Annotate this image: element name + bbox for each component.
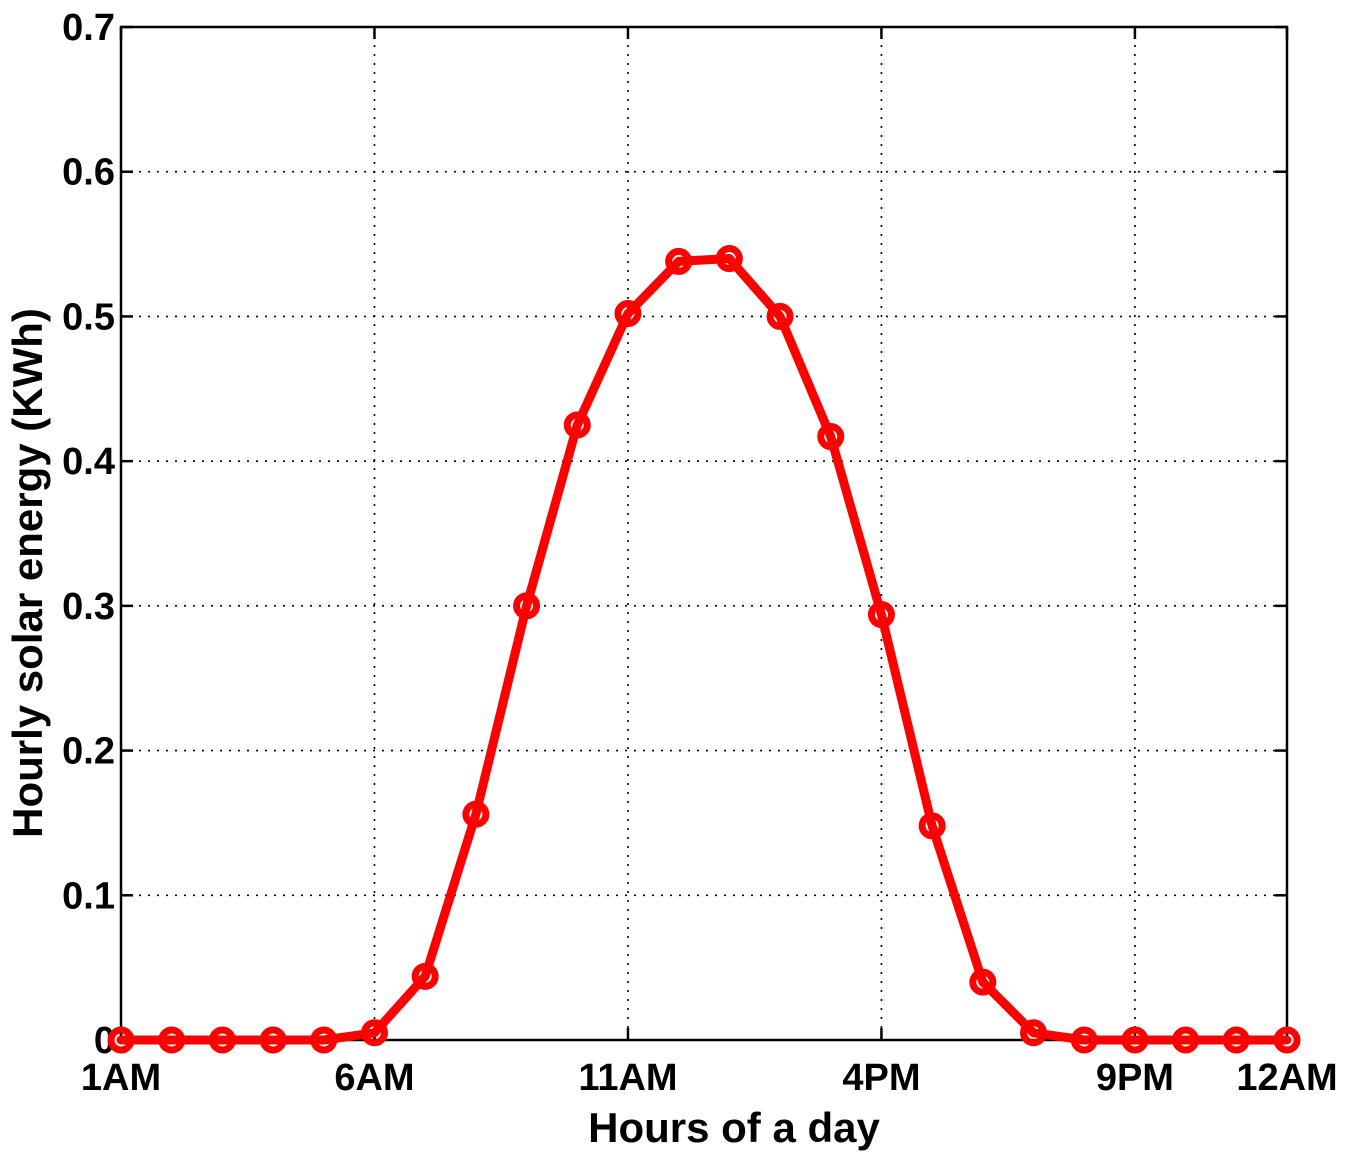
- x-tick-label: 1AM: [81, 1057, 161, 1099]
- x-axis-tick-labels: 1AM 6AM 11AM 4PM 9PM 12AM: [81, 1057, 1338, 1099]
- data-point: [614, 300, 642, 328]
- series-line: [116, 254, 1292, 1045]
- x-tick-label: 9PM: [1096, 1057, 1174, 1099]
- plot-frame: [119, 25, 1289, 1042]
- y-tick-label: 0.1: [62, 875, 115, 917]
- data-point: [1020, 1019, 1048, 1047]
- y-tick-label: 0.4: [62, 441, 115, 483]
- x-tick-label: 6AM: [334, 1057, 414, 1099]
- y-tick-label: 0.2: [62, 731, 115, 773]
- data-point: [411, 962, 439, 990]
- data-point: [208, 1026, 236, 1054]
- x-tick-label: 11AM: [578, 1057, 677, 1099]
- y-tick-label: 0.6: [62, 152, 115, 194]
- data-point: [107, 1026, 135, 1054]
- data-point: [1121, 1026, 1149, 1054]
- data-point: [1172, 1026, 1200, 1054]
- data-point: [259, 1026, 287, 1054]
- data-point: [1070, 1026, 1098, 1054]
- data-point: [310, 1026, 338, 1054]
- data-point: [158, 1026, 186, 1054]
- data-point: [766, 302, 794, 330]
- y-axis-tick-labels: 0 0.1 0.2 0.3 0.4 0.5 0.6 0.7: [62, 7, 115, 1062]
- series-0: [107, 245, 1301, 1054]
- data-point: [1222, 1026, 1250, 1054]
- data-point: [1273, 1026, 1301, 1054]
- y-tick-label: 0.7: [62, 7, 115, 49]
- data-point: [867, 601, 895, 629]
- grid-lines: [121, 27, 1287, 1040]
- data-point: [665, 247, 693, 275]
- y-tick-label: 0.5: [62, 296, 115, 338]
- y-tick-label: 0: [94, 1020, 115, 1062]
- data-point: [969, 968, 997, 996]
- data-point: [360, 1019, 388, 1047]
- data-point: [715, 245, 743, 273]
- data-point: [563, 411, 591, 439]
- y-axis-label: Hourly solar energy (KWh): [4, 308, 51, 838]
- data-point: [513, 592, 541, 620]
- x-axis-label: Hours of a day: [588, 1104, 880, 1151]
- data-point: [918, 812, 946, 840]
- data-point: [462, 800, 490, 828]
- x-tick-label: 4PM: [842, 1057, 920, 1099]
- tick-marks: [119, 25, 1289, 1042]
- y-tick-label: 0.3: [62, 586, 115, 628]
- series-layer: [107, 245, 1301, 1054]
- x-tick-label: 12AM: [1236, 1057, 1337, 1099]
- data-point: [817, 423, 845, 451]
